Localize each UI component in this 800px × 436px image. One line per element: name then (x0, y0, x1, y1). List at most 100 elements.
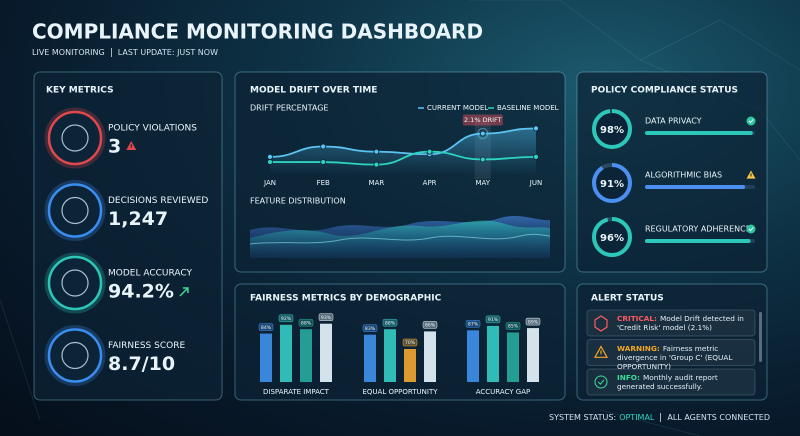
metric-icon-bg (61, 341, 89, 370)
trend-arrow (179, 287, 189, 297)
ring-label: 98% (600, 125, 624, 136)
value-label-box (382, 318, 398, 327)
bar (364, 334, 376, 382)
metric-ring-glow (44, 180, 106, 241)
value-label-box (298, 318, 314, 327)
policy-label: DATA PRIVACY (645, 117, 702, 126)
x-tick-label: JUN (529, 179, 542, 187)
alert-text: WARNING: Fairness metric divergence in 'G… (617, 344, 757, 371)
value-label: 85% (508, 324, 519, 330)
metric-ring (47, 183, 103, 238)
metric-icon-bg (61, 269, 89, 297)
value-label: 83% (365, 326, 376, 332)
point (479, 156, 486, 163)
value-label: 84% (261, 325, 272, 331)
point-halo (477, 128, 489, 140)
status-value: OPTIMAL (619, 413, 655, 422)
separator (110, 48, 112, 57)
metric-ring-glow (44, 252, 106, 314)
x-tick-label: MAY (476, 179, 491, 187)
ring (592, 109, 632, 149)
check-mark (597, 379, 605, 385)
ring-label: 96% (600, 233, 624, 244)
alert-box (586, 368, 756, 396)
value-label: 89% (528, 319, 539, 325)
alert-level: WARNING: (617, 343, 660, 353)
scrollbar (759, 312, 762, 362)
bar (424, 331, 436, 382)
x-tick-label: JAN (263, 179, 276, 187)
metric-ring (47, 255, 103, 311)
bar (260, 333, 272, 382)
metric-value: 94.2% (108, 281, 174, 303)
alert-level: INFO: (617, 373, 640, 382)
annotation-box (462, 114, 503, 126)
point (267, 159, 273, 165)
value-label-box (402, 338, 418, 347)
bar (300, 329, 312, 382)
panel-title: KEY METRICS (46, 86, 114, 96)
legend-label: BASELINE MODEL (497, 104, 559, 112)
value-label-box (258, 323, 274, 331)
value-label-box (422, 321, 438, 329)
point (479, 130, 486, 137)
metric-label: DECISIONS REVIEWED (108, 196, 208, 206)
alert-box (586, 309, 756, 337)
chart-title: DRIFT PERCENTAGE (250, 104, 328, 113)
value-label: 87% (468, 322, 479, 328)
page-title: COMPLIANCE MONITORING DASHBOARD (32, 20, 483, 44)
bar (467, 330, 479, 382)
alert-text: INFO: Monthly audit report generated succ… (617, 373, 757, 391)
panel-title: FAIRNESS METRICS BY DEMOGRAPHIC (250, 294, 442, 304)
alert-message: Model Drift detected in 'Credit Risk' mo… (617, 314, 744, 332)
value-label: 91% (488, 317, 499, 323)
point (267, 153, 273, 160)
value-label-box (485, 315, 501, 324)
check-icon (746, 224, 756, 234)
value-label: 88% (385, 320, 396, 326)
line (270, 150, 537, 166)
point (533, 153, 539, 160)
value-label: 88% (301, 320, 312, 326)
metric-label: POLICY VIOLATIONS (108, 124, 197, 134)
bar (507, 332, 519, 382)
metric-icon-bg (61, 124, 89, 152)
point (373, 148, 380, 155)
alert-message: Fairness metric divergence in 'Group C' … (617, 343, 733, 371)
point (373, 161, 380, 168)
warning-icon (593, 345, 609, 358)
agents-status: ALL AGENTS CONNECTED (667, 413, 770, 422)
check-icon (594, 375, 608, 389)
legend-label: CURRENT MODEL (427, 104, 488, 112)
bar (320, 323, 332, 382)
ring (592, 217, 632, 257)
panel-title: MODEL DRIFT OVER TIME (250, 86, 377, 96)
bar (280, 324, 292, 382)
feature-waves (249, 216, 551, 258)
x-tick-label: DISPARATE IMPACT (263, 388, 330, 396)
ring (592, 163, 632, 203)
alert-box (586, 339, 756, 366)
value-label-box (465, 320, 481, 328)
last-update: LAST UPDATE: JUST NOW (117, 48, 218, 57)
x-tick-label: EQUAL OPPORTUNITY (362, 388, 438, 396)
x-tick-label: MAR (369, 179, 385, 187)
subtitle-row: LIVE MONITORING LAST UPDATE: JUST NOW (32, 48, 218, 57)
check-mark (748, 119, 754, 124)
progress-bar (645, 131, 753, 135)
alert-icon (594, 315, 608, 332)
value-label: 70% (405, 340, 416, 346)
alert-level: CRITICAL: (617, 314, 657, 323)
line (269, 127, 537, 158)
metric-ring-glow (44, 325, 106, 386)
metric-value: 1,247 (108, 208, 168, 230)
metric-value: 8.7/10 (108, 353, 175, 375)
bar (404, 349, 416, 382)
point (320, 159, 327, 165)
progress-bar (645, 185, 746, 189)
value-label: 93% (321, 315, 332, 321)
value-label-box (318, 313, 334, 321)
metric-label: MODEL ACCURACY (108, 269, 193, 279)
